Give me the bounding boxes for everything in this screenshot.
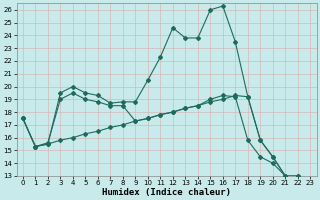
- X-axis label: Humidex (Indice chaleur): Humidex (Indice chaleur): [102, 188, 231, 197]
